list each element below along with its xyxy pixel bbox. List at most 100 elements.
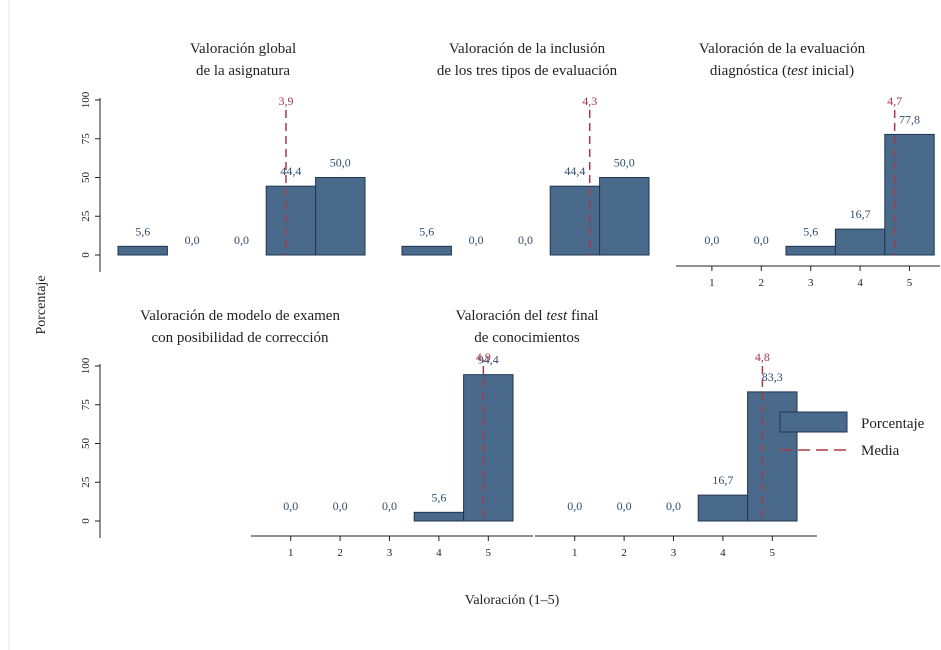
bar-value-label: 0,0 <box>617 499 632 513</box>
y-tick-label: 25 <box>80 210 92 222</box>
bar <box>315 177 366 256</box>
bar-value-label: 5,6 <box>431 490 446 504</box>
y-tick-label: 75 <box>80 133 92 145</box>
bar <box>834 228 886 256</box>
x-tick-label: 5 <box>770 547 776 559</box>
panel-title: de la asignatura <box>196 63 290 79</box>
y-tick-label: 75 <box>80 399 92 411</box>
panel-title-part: Valoración de la inclusión <box>449 41 606 57</box>
panel-title: con posibilidad de corrección <box>151 330 329 346</box>
x-tick-label: 4 <box>720 547 726 559</box>
bar <box>117 245 168 256</box>
bar-value-label: 83,3 <box>762 370 783 384</box>
panel-title-part: de los tres tipos de evaluación <box>437 63 618 79</box>
bar-value-label: 0,0 <box>518 233 533 247</box>
chart-panel: Valoración global de la asignatura 0 25 50 75… <box>80 41 366 272</box>
panel-title-part: con posibilidad de corrección <box>151 330 329 346</box>
y-tick-label: 50 <box>80 438 92 450</box>
x-tick-label: 1 <box>288 547 294 559</box>
y-axis-title: Porcentaje <box>34 275 49 334</box>
y-tick-label: 50 <box>80 172 92 184</box>
x-tick-label: 4 <box>436 547 442 559</box>
legend-bar-swatch <box>779 411 848 433</box>
bar-value-label: 0,0 <box>704 233 719 247</box>
panel-title-part: Valoración del <box>456 308 547 324</box>
mean-label: 4,9 <box>476 350 491 364</box>
panel-title-part: Valoración global <box>190 41 296 57</box>
chart-panel: Valoración de modelo de examen con posibi… <box>80 308 533 559</box>
bar-value-label: 0,0 <box>666 499 681 513</box>
bar-value-label: 0,0 <box>382 499 397 513</box>
bar-value-label: 5,6 <box>135 224 150 238</box>
y-tick-label: 0 <box>80 518 92 524</box>
panel-title-part: final <box>567 308 598 324</box>
legend-mean-label: Media <box>861 443 900 459</box>
panel-title: de los tres tipos de evaluación <box>437 63 618 79</box>
panel-title-part: diagnóstica ( <box>710 63 787 79</box>
mean-label: 4,7 <box>887 94 902 108</box>
y-tick-label: 100 <box>80 357 92 374</box>
legend: Porcentaje Media <box>779 411 925 459</box>
bar-value-label: 50,0 <box>614 156 635 170</box>
x-tick-label: 2 <box>759 277 765 289</box>
bar-value-label: 0,0 <box>185 233 200 247</box>
panel-title: Valoración de la evaluación <box>699 41 866 57</box>
bar <box>401 245 452 256</box>
bar <box>265 185 317 256</box>
x-axis-title: Valoración (1–5) <box>465 593 560 608</box>
panel-title: de conocimientos <box>474 330 580 346</box>
bar-value-label: 16,7 <box>850 207 871 221</box>
legend-bar-label: Porcentaje <box>861 416 925 432</box>
bar <box>463 374 514 522</box>
x-tick-label: 3 <box>387 547 393 559</box>
panel-title: Valoración del test final <box>456 308 599 324</box>
bar <box>413 511 465 522</box>
bar-value-label: 0,0 <box>283 499 298 513</box>
x-tick-label: 2 <box>621 547 627 559</box>
bar <box>549 185 601 256</box>
y-tick-label: 0 <box>80 252 92 258</box>
bar <box>747 391 798 522</box>
x-tick-label: 4 <box>857 277 863 289</box>
x-tick-label: 3 <box>671 547 677 559</box>
x-tick-label: 2 <box>337 547 343 559</box>
panel-title-part: de conocimientos <box>474 330 580 346</box>
x-tick-label: 5 <box>486 547 492 559</box>
bar-value-label: 0,0 <box>234 233 249 247</box>
bar-value-label: 5,6 <box>419 224 434 238</box>
panel-title-part: inicial) <box>808 63 854 79</box>
mean-label: 4,8 <box>755 350 770 364</box>
bar <box>785 245 836 256</box>
bar-value-label: 0,0 <box>333 499 348 513</box>
mean-label: 4,3 <box>582 94 597 108</box>
chart-panel: Valoración de la inclusión de los tres ti… <box>401 41 650 256</box>
y-tick-label: 100 <box>80 91 92 108</box>
panel-title-part: Valoración de la evaluación <box>699 41 866 57</box>
bar-value-label: 44,4 <box>280 164 301 178</box>
bar-value-label: 77,8 <box>899 112 920 126</box>
panel-title-part: test <box>787 63 809 79</box>
bar-value-label: 94,4 <box>478 353 499 367</box>
y-tick-label: 25 <box>80 476 92 488</box>
bar-value-label: 50,0 <box>330 156 351 170</box>
chart-panel: Valoración de la evaluación diagnóstica (… <box>676 41 940 289</box>
x-tick-label: 1 <box>572 547 578 559</box>
bar-value-label: 0,0 <box>469 233 484 247</box>
bar-value-label: 16,7 <box>712 473 733 487</box>
panel-title: Valoración de modelo de examen <box>140 308 340 324</box>
x-tick-label: 1 <box>709 277 715 289</box>
panel-title: Valoración de la inclusión <box>449 41 606 57</box>
bar <box>697 494 749 522</box>
panel-title-part: Valoración de modelo de examen <box>140 308 340 324</box>
bar-value-label: 0,0 <box>754 233 769 247</box>
panel-title-part: test <box>546 308 568 324</box>
panel-title: Valoración global <box>190 41 296 57</box>
bar <box>599 177 650 256</box>
x-tick-label: 5 <box>907 277 913 289</box>
x-tick-label: 3 <box>808 277 814 289</box>
panel-title: diagnóstica (test inicial) <box>710 63 854 79</box>
panel-title-part: de la asignatura <box>196 63 290 79</box>
bar-value-label: 44,4 <box>564 164 585 178</box>
